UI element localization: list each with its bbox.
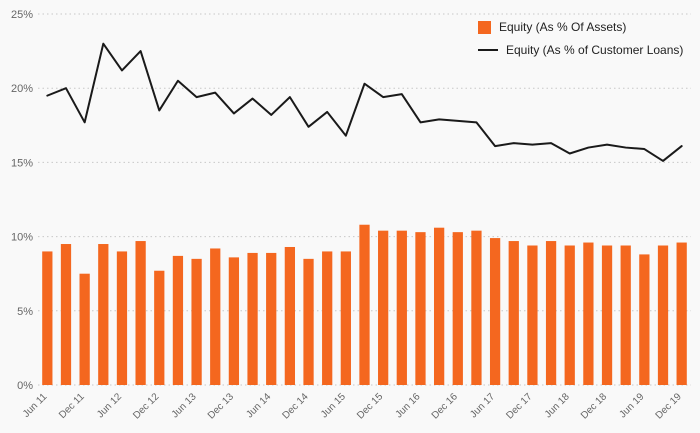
bar-equity-assets [489, 238, 501, 385]
bar-equity-assets [433, 227, 445, 385]
y-axis-tick-label: 10% [11, 232, 33, 244]
bar-equity-assets [359, 224, 370, 385]
bar-equity-assets [545, 241, 557, 385]
bar-equity-assets [266, 252, 277, 385]
bar-equity-assets [657, 245, 669, 385]
x-axis-tick-label: Dec 13 [206, 391, 236, 421]
bar-equity-assets [508, 241, 519, 385]
bar-equity-assets [154, 270, 165, 385]
bar-equity-assets [135, 241, 146, 385]
x-axis-tick-label: Dec 12 [131, 391, 161, 421]
bar-equity-assets [340, 251, 351, 385]
bar-equity-assets [191, 258, 202, 385]
y-axis-tick-label: 25% [11, 9, 33, 21]
x-axis-tick-label: Jun 12 [95, 391, 124, 420]
bar-equity-assets [42, 251, 53, 385]
legend: Equity (As % Of Assets) Equity (As % of … [478, 20, 683, 57]
x-axis-tick-label: Jun 16 [394, 391, 423, 420]
bar-equity-assets [639, 254, 650, 385]
x-axis-tick-label: Dec 19 [654, 391, 684, 421]
bar-equity-assets [583, 242, 594, 385]
bar-equity-assets [415, 232, 426, 385]
x-axis-tick-label: Jun 19 [617, 391, 646, 420]
x-axis-tick-label: Jun 11 [21, 391, 50, 420]
bar-equity-assets [303, 258, 314, 385]
bar-equity-assets [116, 251, 128, 385]
bar-equity-assets [396, 230, 407, 385]
bar-equity-assets [676, 242, 687, 385]
y-axis-tick-label: 15% [11, 157, 33, 169]
bar-swatch-icon [478, 20, 491, 34]
legend-item-equity-customer-loans[interactable]: Equity (As % of Customer Loans) [478, 43, 683, 57]
x-axis-tick-label: Dec 11 [57, 391, 87, 421]
y-axis-tick-label: 0% [17, 380, 33, 392]
bar-equity-assets [452, 232, 463, 385]
y-axis-tick-label: 5% [17, 306, 33, 318]
x-axis-tick-label: Dec 18 [579, 391, 609, 421]
bar-equity-assets [471, 230, 482, 385]
bar-equity-assets [210, 248, 221, 385]
bar-equity-assets [79, 273, 90, 385]
legend-item-equity-assets[interactable]: Equity (As % Of Assets) [478, 20, 683, 34]
x-axis-tick-label: Dec 17 [504, 391, 534, 421]
x-axis-tick-label: Jun 17 [468, 391, 497, 420]
bar-equity-assets [378, 230, 389, 385]
bar-equity-assets [228, 257, 240, 385]
x-axis-tick-label: Jun 13 [170, 391, 199, 420]
bar-equity-assets [172, 255, 184, 385]
x-axis-tick-label: Jun 15 [319, 391, 348, 420]
line-swatch-icon [478, 49, 498, 51]
legend-label-equity-customer-loans: Equity (As % of Customer Loans) [506, 43, 684, 57]
bar-equity-assets [564, 245, 575, 385]
bar-equity-assets [322, 251, 333, 385]
x-axis-tick-label: Dec 15 [355, 391, 385, 421]
x-axis-tick-label: Jun 18 [543, 391, 572, 420]
bar-equity-assets [620, 245, 631, 385]
legend-label-equity-assets: Equity (As % Of Assets) [499, 20, 627, 34]
bar-equity-assets [601, 245, 613, 385]
bar-equity-assets [284, 246, 296, 385]
line-equity-customer-loans [46, 42, 683, 162]
x-axis-tick-label: Dec 14 [280, 391, 310, 421]
bar-equity-assets [60, 244, 72, 385]
x-axis-tick-label: Dec 16 [430, 391, 460, 421]
y-axis-tick-label: 20% [11, 83, 33, 95]
x-axis-tick-label: Jun 14 [244, 391, 273, 420]
bar-equity-assets [527, 245, 538, 385]
bar-equity-assets [98, 244, 109, 385]
bar-equity-assets [247, 252, 258, 385]
